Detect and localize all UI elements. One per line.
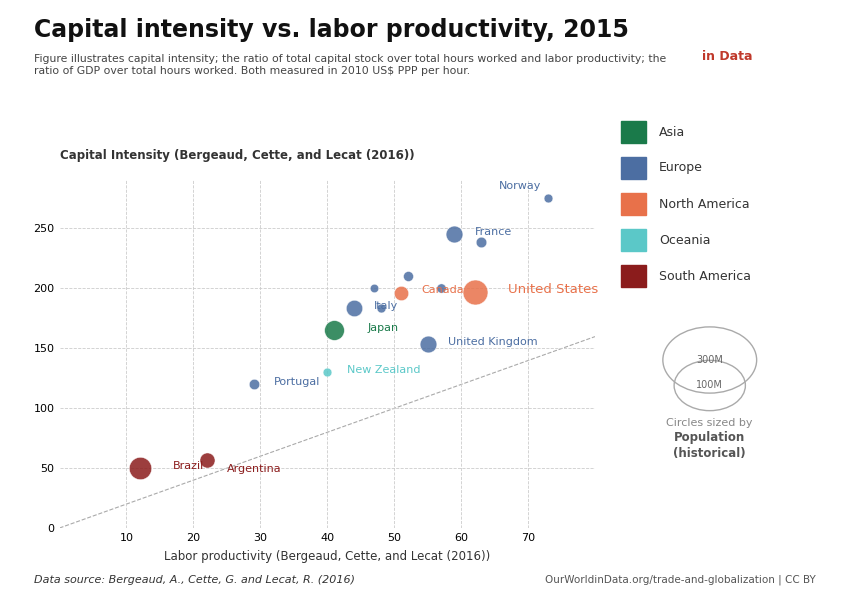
Text: OurWorldinData.org/trade-and-globalization | CC BY: OurWorldinData.org/trade-and-globalizati… <box>545 575 816 585</box>
Point <box>347 304 360 313</box>
Text: Norway: Norway <box>499 181 541 191</box>
Text: Circles sized by: Circles sized by <box>666 418 753 428</box>
Point <box>367 283 381 293</box>
Text: Population
(historical): Population (historical) <box>673 431 746 460</box>
Text: North America: North America <box>659 197 750 211</box>
Point <box>133 463 147 473</box>
Text: South America: South America <box>659 269 751 283</box>
Text: Portugal: Portugal <box>274 377 320 386</box>
Bar <box>620 265 646 287</box>
Point <box>474 238 488 247</box>
Point <box>374 304 388 313</box>
Text: 300M: 300M <box>696 355 723 365</box>
Bar <box>620 193 646 215</box>
Text: Capital intensity vs. labor productivity, 2015: Capital intensity vs. labor productivity… <box>34 18 629 42</box>
Text: in Data: in Data <box>701 50 752 64</box>
Text: France: France <box>474 227 512 236</box>
Bar <box>620 229 646 251</box>
Text: Figure illustrates capital intensity; the ratio of total capital stock over tota: Figure illustrates capital intensity; th… <box>34 54 666 76</box>
Text: Brazil: Brazil <box>173 461 205 470</box>
Text: Europe: Europe <box>659 161 703 175</box>
Text: Data source: Bergeaud, A., Cette, G. and Lecat, R. (2016): Data source: Bergeaud, A., Cette, G. and… <box>34 575 355 585</box>
Point <box>468 287 481 296</box>
Text: Oceania: Oceania <box>659 233 711 247</box>
Point <box>541 193 555 203</box>
Text: Our World: Our World <box>691 26 762 40</box>
Text: Japan: Japan <box>367 323 399 332</box>
Text: United States: United States <box>508 283 598 296</box>
Text: Argentina: Argentina <box>227 464 281 474</box>
Point <box>434 283 448 293</box>
Point <box>394 288 408 298</box>
Bar <box>620 121 646 143</box>
Point <box>401 271 415 281</box>
Point <box>448 229 462 239</box>
Text: United Kingdom: United Kingdom <box>448 337 537 347</box>
X-axis label: Labor productivity (Bergeaud, Cette, and Lecat (2016)): Labor productivity (Bergeaud, Cette, and… <box>164 550 490 563</box>
Point <box>200 455 213 464</box>
Text: 100M: 100M <box>696 380 723 391</box>
Point <box>327 325 341 335</box>
Text: Canada: Canada <box>421 286 463 295</box>
Text: Capital Intensity (Bergeaud, Cette, and Lecat (2016)): Capital Intensity (Bergeaud, Cette, and … <box>60 149 414 162</box>
Text: New Zealand: New Zealand <box>348 365 421 374</box>
Point <box>320 367 334 377</box>
Text: Italy: Italy <box>374 301 399 311</box>
Bar <box>620 157 646 179</box>
Point <box>246 379 260 389</box>
Text: Asia: Asia <box>659 125 685 139</box>
Point <box>421 340 434 349</box>
